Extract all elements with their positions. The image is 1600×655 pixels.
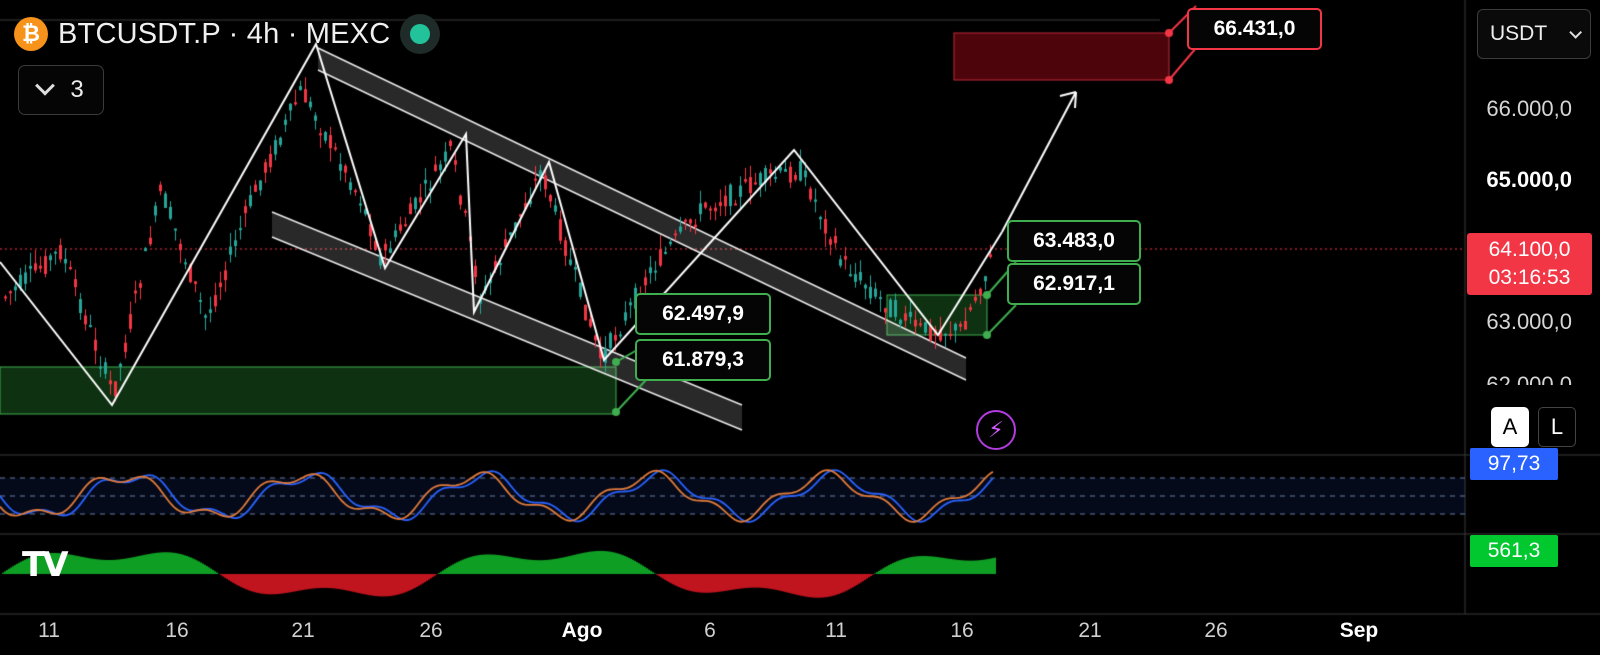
log-scale-button[interactable]: L bbox=[1538, 407, 1576, 447]
time-tick: Sep bbox=[1339, 619, 1379, 642]
time-tick: 16 bbox=[950, 619, 974, 642]
symbol-header[interactable]: ₿ BTCUSDT.P · 4h · MEXC bbox=[14, 14, 441, 54]
auto-scale-button[interactable]: A bbox=[1491, 407, 1529, 447]
time-tick: Ago bbox=[561, 619, 603, 642]
lightning-icon[interactable]: ⚡ bbox=[976, 410, 1016, 450]
chevron-down-icon bbox=[1569, 25, 1582, 39]
tradingview-logo: TV bbox=[22, 545, 68, 585]
price-tick: 66.000,0 bbox=[1486, 96, 1572, 121]
time-tick: 11 bbox=[38, 619, 60, 642]
currency-value: USDT bbox=[1490, 22, 1548, 45]
time-tick: 16 bbox=[165, 619, 189, 642]
current-price: 64.100,0 bbox=[1488, 238, 1571, 261]
price-tick: 65.000,0 bbox=[1486, 167, 1572, 192]
bitcoin-icon: ₿ bbox=[14, 17, 48, 51]
time-tick: 21 bbox=[291, 619, 315, 642]
symbol-title[interactable]: BTCUSDT.P · 4h · MEXC bbox=[58, 17, 391, 50]
target-price-label[interactable]: 66.431,0 bbox=[1187, 8, 1322, 50]
currency-select[interactable]: USDT bbox=[1477, 9, 1591, 59]
bar-countdown: 03:16:53 bbox=[1488, 266, 1571, 289]
swing-high-label[interactable]: 63.483,0 bbox=[1007, 220, 1141, 262]
indicators-toggle-button[interactable]: 3 bbox=[18, 65, 104, 115]
time-tick: 11 bbox=[825, 619, 847, 642]
price-tick: 63.000,0 bbox=[1486, 309, 1572, 334]
time-tick: 21 bbox=[1078, 619, 1102, 642]
chevron-down-icon bbox=[35, 75, 56, 96]
time-tick: 26 bbox=[1204, 619, 1228, 642]
price-tick-partial: 62.000,0 bbox=[1486, 372, 1572, 385]
swing-low-label[interactable]: 62.917,1 bbox=[1007, 263, 1141, 305]
range-low-label[interactable]: 61.879,3 bbox=[635, 339, 771, 381]
oscillator-value-badge: 97,73 bbox=[1470, 448, 1558, 480]
range-high-label[interactable]: 62.497,9 bbox=[635, 293, 771, 335]
time-tick: 6 bbox=[704, 619, 716, 642]
indicators-count: 3 bbox=[70, 76, 84, 103]
time-tick: 26 bbox=[419, 619, 443, 642]
current-price-badge: 64.100,0 03:16:53 bbox=[1467, 233, 1592, 295]
market-status-dot-icon[interactable] bbox=[400, 14, 441, 54]
momentum-value-badge: 561,3 bbox=[1470, 535, 1558, 567]
